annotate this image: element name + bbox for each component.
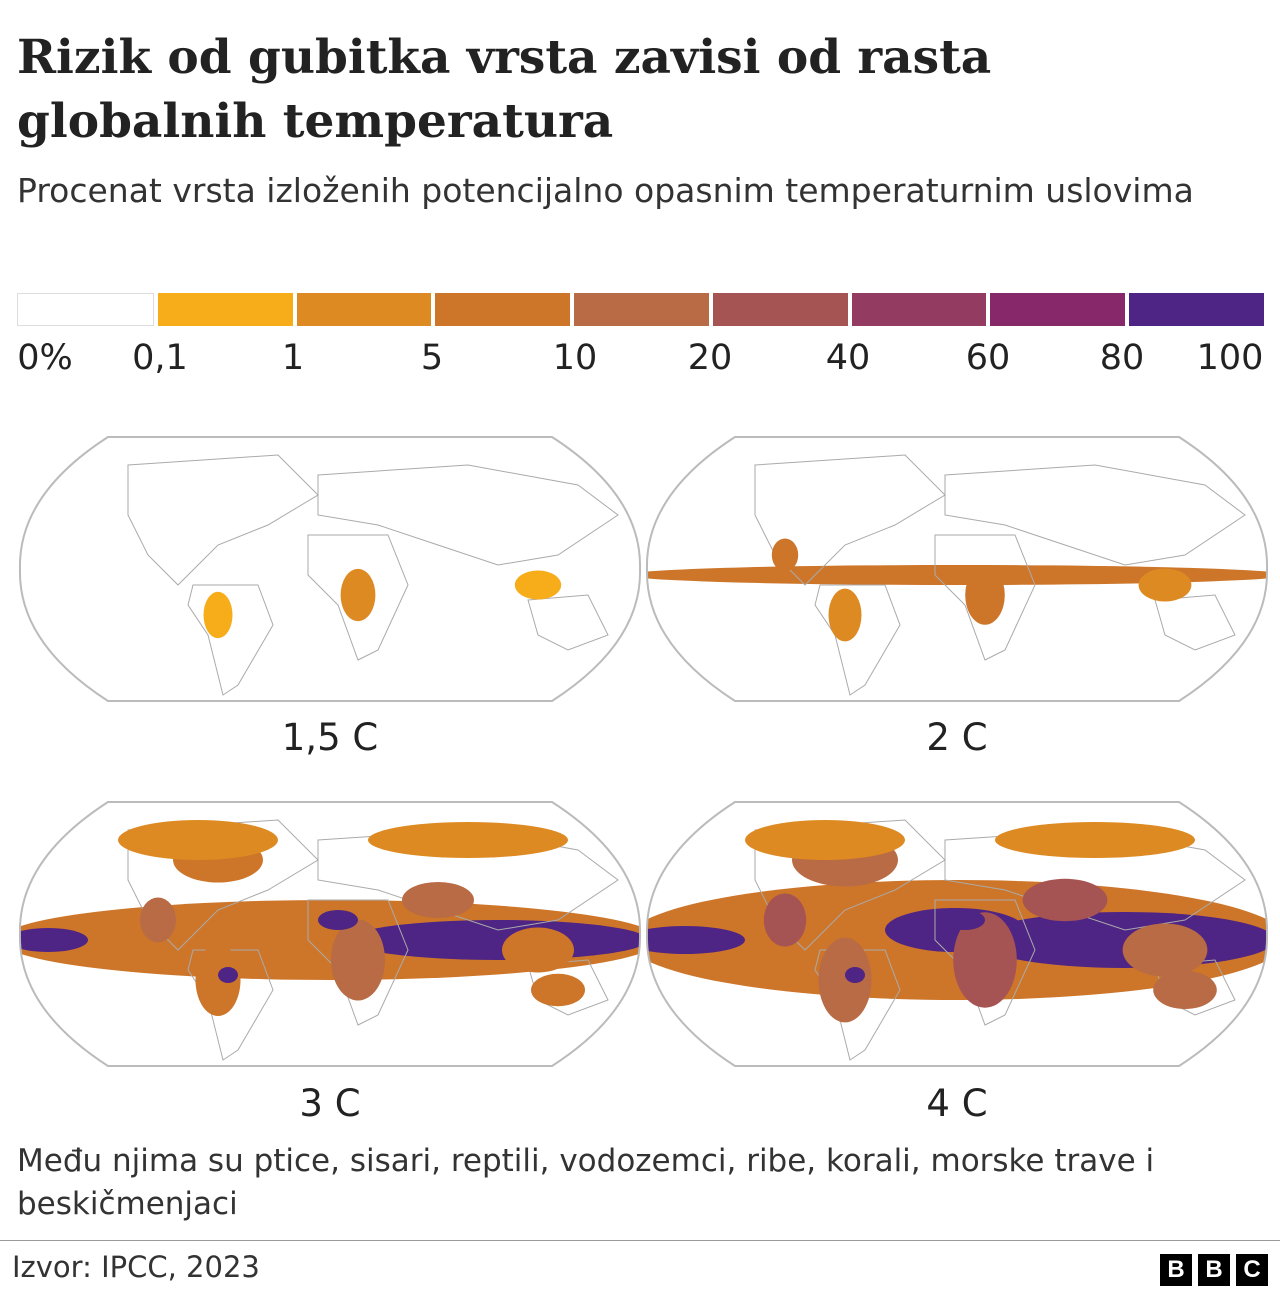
legend-label: 20 (687, 338, 733, 378)
risk-area (402, 882, 474, 918)
land-outline (127, 819, 319, 951)
map-outline (645, 801, 1269, 1067)
risk-area (995, 822, 1195, 858)
land-outline (527, 594, 609, 651)
risk-area (218, 967, 238, 983)
risk-area (1022, 878, 1108, 922)
risk-area (368, 822, 568, 858)
legend-label: 0% (17, 338, 73, 378)
risk-area (845, 967, 865, 983)
land-outline (127, 454, 319, 586)
risk-area (331, 919, 385, 1001)
land-outline (814, 584, 901, 696)
footnote: Među njima su ptice, sisari, reptili, vo… (17, 1143, 1155, 1222)
risk-area (531, 973, 585, 1007)
risk-area (348, 920, 641, 960)
risk-area (975, 912, 1268, 968)
risk-area (195, 944, 241, 1016)
risk-area (828, 588, 862, 642)
legend-swatch (990, 293, 1126, 326)
land-outline (187, 584, 274, 696)
risk-area (318, 910, 358, 930)
risk-area (771, 538, 799, 572)
map-4c (645, 801, 1269, 1067)
land-outline (814, 949, 901, 1061)
land-outline (317, 464, 619, 566)
land-outline (754, 454, 946, 586)
risk-area (140, 897, 176, 943)
legend-label: 1 (281, 338, 305, 378)
legend-swatch (1129, 293, 1265, 326)
land-outline (944, 464, 1246, 566)
land-outline (307, 899, 409, 1026)
legend-label: 80 (1099, 338, 1145, 378)
risk-area (1153, 970, 1217, 1010)
map-label-4c: 4 C (926, 1082, 988, 1125)
legend-swatch (157, 293, 293, 326)
legend-swatch (574, 293, 709, 326)
color-legend (17, 293, 1265, 326)
risk-area (965, 565, 1005, 625)
map-1-5c (18, 436, 642, 702)
map-outline (18, 436, 642, 702)
legend-swatch (296, 293, 432, 326)
risk-area (1138, 568, 1192, 602)
map-label-3c: 3 C (299, 1082, 361, 1125)
land-outline (754, 819, 946, 951)
legend-label: 40 (825, 338, 871, 378)
chart-title: Rizik od gubitka vrsta zavisi od rasta g… (17, 30, 992, 149)
legend-swatch (17, 293, 154, 326)
divider (0, 1240, 1280, 1241)
risk-area (763, 893, 807, 947)
map-label-1-5c: 1,5 C (281, 716, 379, 759)
bbc-logo: B B C (1160, 1254, 1268, 1286)
legend-swatch (435, 293, 571, 326)
map-outline (645, 436, 1269, 702)
map-label-2c: 2 C (926, 716, 988, 759)
legend-label: 0,1 (132, 338, 188, 378)
logo-letter: C (1236, 1254, 1268, 1286)
land-outline (934, 899, 1036, 1026)
legend-label: 10 (552, 338, 598, 378)
risk-area (340, 568, 376, 622)
legend-swatch (712, 293, 848, 326)
land-outline (1154, 594, 1236, 651)
legend-label: 100 (1196, 338, 1264, 378)
risk-area (818, 937, 872, 1023)
risk-area (19, 928, 88, 952)
risk-area (745, 820, 905, 860)
risk-area (514, 570, 562, 600)
land-outline (307, 534, 409, 661)
logo-letter: B (1160, 1254, 1192, 1286)
source: Izvor: IPCC, 2023 (12, 1250, 260, 1284)
risk-area (953, 912, 1017, 1008)
land-outline (934, 534, 1036, 661)
legend-label: 5 (420, 338, 444, 378)
map-outline (18, 801, 642, 1067)
legend-swatch (851, 293, 987, 326)
risk-area (203, 591, 233, 639)
legend-label: 60 (965, 338, 1011, 378)
risk-area (646, 926, 745, 954)
risk-area (1122, 923, 1208, 977)
land-outline (187, 949, 274, 1061)
risk-area (118, 820, 278, 860)
logo-letter: B (1198, 1254, 1230, 1286)
legend-labels: 0% 0,1 1 5 10 20 40 60 80 100 (0, 338, 1280, 388)
risk-area (502, 927, 574, 973)
chart-subtitle: Procenat vrsta izloženih potencijalno op… (17, 171, 1194, 210)
map-2c (645, 436, 1269, 702)
risk-area (646, 565, 1268, 585)
map-3c (18, 801, 642, 1067)
risk-area (945, 910, 985, 930)
